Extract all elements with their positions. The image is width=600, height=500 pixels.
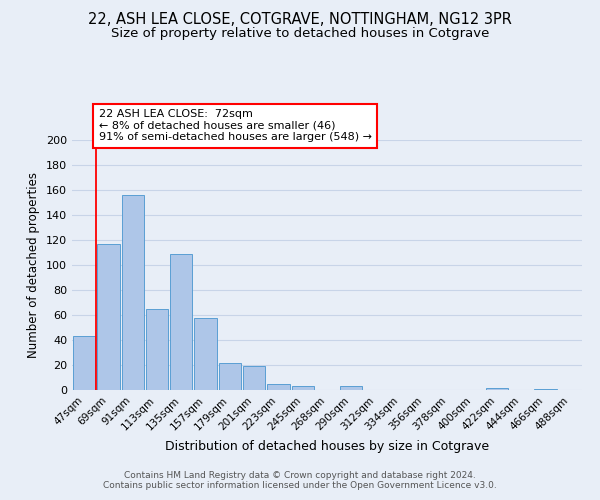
Bar xyxy=(535,389,557,390)
Bar xyxy=(218,362,241,390)
Bar xyxy=(170,254,193,390)
Bar xyxy=(486,388,508,390)
Text: Size of property relative to detached houses in Cotgrave: Size of property relative to detached ho… xyxy=(111,28,489,40)
Bar xyxy=(146,308,168,390)
Y-axis label: Number of detached properties: Number of detached properties xyxy=(28,172,40,358)
Bar xyxy=(267,384,290,390)
Bar xyxy=(292,386,314,390)
Bar xyxy=(122,195,144,390)
Bar xyxy=(340,386,362,390)
Text: Contains HM Land Registry data © Crown copyright and database right 2024.
Contai: Contains HM Land Registry data © Crown c… xyxy=(103,470,497,490)
Text: 22 ASH LEA CLOSE:  72sqm
← 8% of detached houses are smaller (46)
91% of semi-de: 22 ASH LEA CLOSE: 72sqm ← 8% of detached… xyxy=(99,110,372,142)
Bar xyxy=(243,366,265,390)
Text: 22, ASH LEA CLOSE, COTGRAVE, NOTTINGHAM, NG12 3PR: 22, ASH LEA CLOSE, COTGRAVE, NOTTINGHAM,… xyxy=(88,12,512,28)
Bar xyxy=(73,336,95,390)
X-axis label: Distribution of detached houses by size in Cotgrave: Distribution of detached houses by size … xyxy=(165,440,489,453)
Bar xyxy=(194,318,217,390)
Bar xyxy=(97,244,119,390)
